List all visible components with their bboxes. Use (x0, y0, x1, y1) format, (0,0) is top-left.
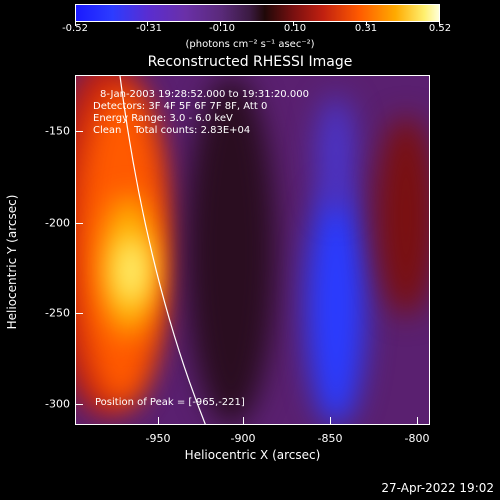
limb-line (119, 76, 206, 424)
clean-counts-text: Clean Total counts: 2.83E+04 (93, 125, 251, 136)
colorbar-tick-label: 0.52 (428, 23, 452, 34)
colorbar-tick-label: -0.31 (136, 23, 162, 34)
y-tick-label: -300 (45, 397, 70, 411)
colorbar-tick-mark (366, 22, 367, 26)
x-axis-label: Heliocentric X (arcsec) (184, 448, 321, 462)
colorbar-tick-mark (439, 22, 440, 26)
peak-position-text: Position of Peak = [-965,-221] (95, 397, 245, 408)
x-tick-mark (330, 417, 331, 425)
y-tick-mark (75, 404, 83, 405)
colorbar-tick-label: 0.10 (283, 23, 307, 34)
plot-title: Reconstructed RHESSI Image (147, 54, 353, 70)
colorbar-tick-mark (220, 22, 221, 26)
x-tick-label: -900 (230, 432, 256, 445)
time-range-text: 8-Jan-2003 19:28:52.000 to 19:31:20.000 (100, 89, 309, 100)
y-tick-mark (75, 131, 83, 132)
colorbar-unit-label: (photons cm⁻² s⁻¹ asec⁻²) (185, 39, 315, 50)
x-tick-mark (158, 417, 159, 425)
x-tick-label: -850 (317, 432, 343, 445)
colorbar-tick-label: -0.52 (62, 23, 88, 34)
x-tick-mark (243, 417, 244, 425)
y-tick-label: -150 (45, 124, 70, 138)
colorbar-tick-label: 0.31 (354, 23, 378, 34)
colorbar-tick-mark (293, 22, 294, 26)
peak-region (114, 236, 149, 306)
y-axis-label: Heliocentric Y (arcsec) (5, 194, 19, 330)
colorbar-tick-label: -0.10 (209, 23, 235, 34)
y-tick-mark (75, 223, 83, 224)
timestamp: 27-Apr-2022 19:02 (381, 481, 494, 495)
x-tick-label: -800 (404, 432, 430, 445)
negative-region (306, 186, 366, 424)
y-tick-label: -250 (45, 306, 70, 320)
x-tick-mark (417, 417, 418, 425)
emission-region (376, 116, 429, 316)
x-tick-label: -950 (145, 432, 171, 445)
colorbar-tick-mark (147, 22, 148, 26)
detectors-text: Detectors: 3F 4F 5F 6F 7F 8F, Att 0 (93, 101, 268, 112)
negative-region (316, 96, 356, 216)
dark-band (186, 76, 276, 424)
colorbar-tick-mark (75, 22, 76, 26)
y-tick-mark (75, 313, 83, 314)
y-tick-label: -200 (45, 216, 70, 230)
colorbar (75, 4, 440, 22)
energy-range-text: Energy Range: 3.0 - 6.0 keV (93, 113, 233, 124)
rhessi-image (75, 75, 430, 425)
